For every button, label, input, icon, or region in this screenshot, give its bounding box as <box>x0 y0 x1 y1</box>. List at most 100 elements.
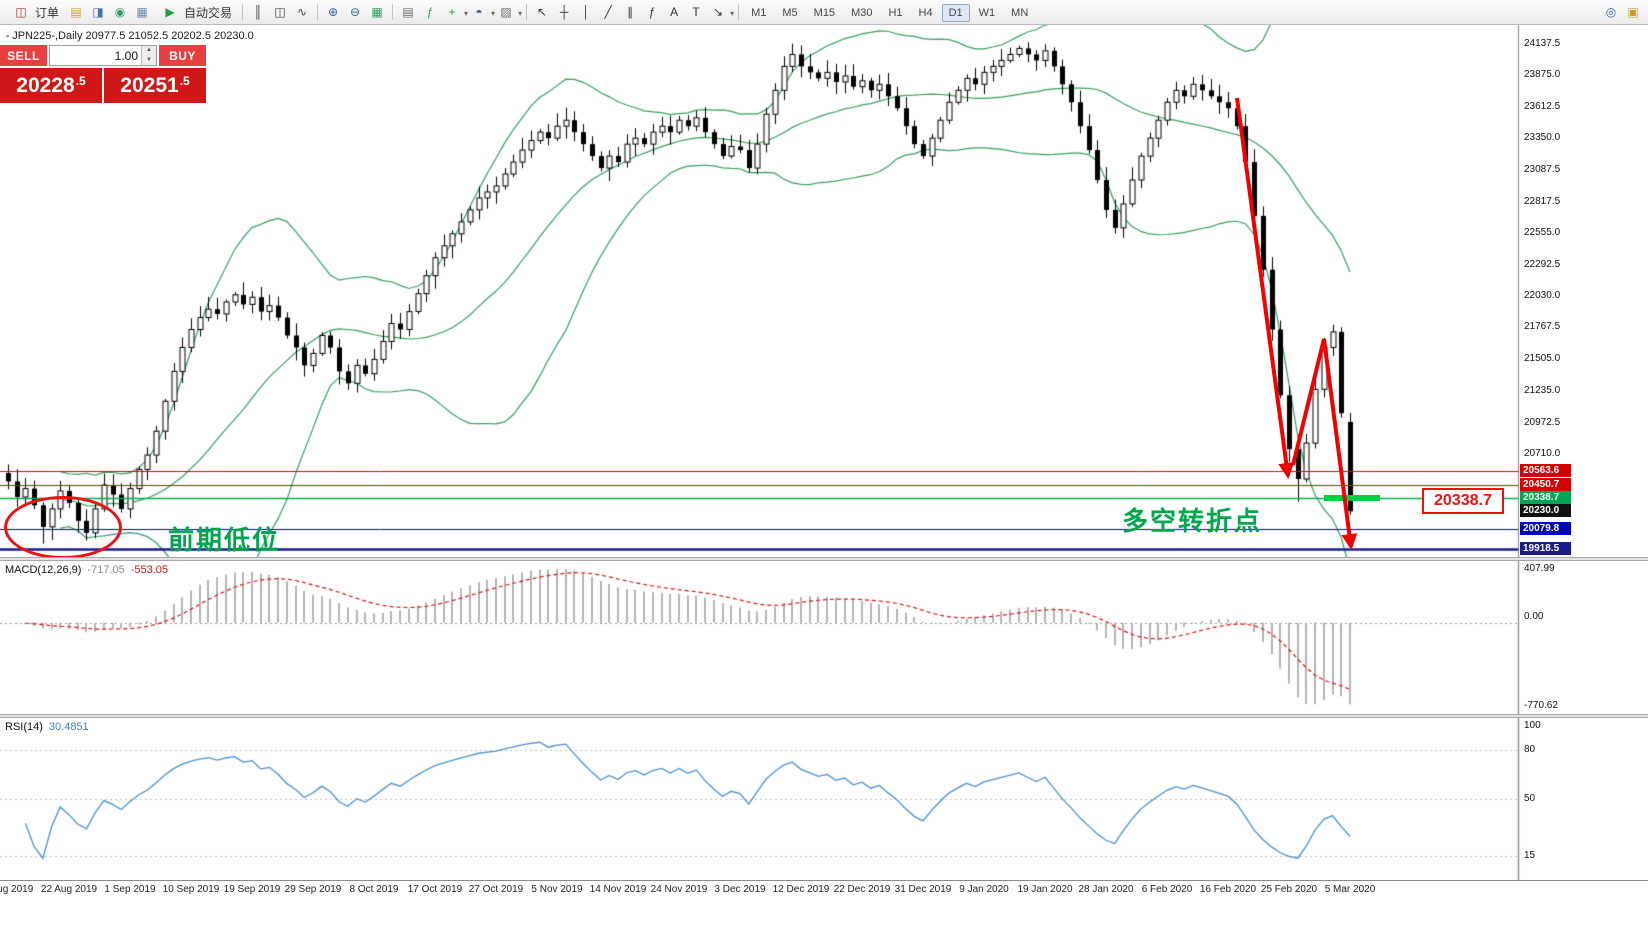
sell-price[interactable]: 20228.5 <box>0 68 102 103</box>
zoom-in-icon[interactable]: ⊕ <box>328 5 339 19</box>
rsi-canvas[interactable] <box>0 718 1648 880</box>
properties-icon[interactable]: ▣ <box>1627 5 1639 19</box>
macd-canvas[interactable] <box>0 561 1648 714</box>
price-axis-label: 22817.5 <box>1524 195 1561 207</box>
sell-button[interactable]: SELL <box>0 45 47 66</box>
arrows-icon-dropdown[interactable]: ▾ <box>730 9 735 18</box>
template-icon-dropdown[interactable]: ▾ <box>518 9 523 18</box>
period-icon[interactable]: ◓ <box>475 5 483 19</box>
chart-symbol-icon: ▪ <box>6 31 10 41</box>
volume-down-icon[interactable]: ▼ <box>142 55 156 65</box>
timeframe-h4[interactable]: H4 <box>918 7 933 19</box>
timeframe-w1[interactable]: W1 <box>978 7 996 19</box>
price-axis-label: 23350.0 <box>1524 132 1561 144</box>
indicators-icon[interactable]: ƒ <box>426 5 434 19</box>
timeframe-m15[interactable]: M15 <box>813 7 836 19</box>
navigator-icon[interactable]: ◉ <box>114 5 126 19</box>
arrows-icon[interactable]: ↘ <box>713 5 724 19</box>
timeframe-m30[interactable]: M30 <box>851 7 873 19</box>
time-axis-label: 3 Dec 2019 <box>714 884 766 895</box>
volume-up-icon[interactable]: ▲ <box>142 46 156 56</box>
macd-axis-label: -770.62 <box>1524 700 1558 711</box>
time-axis-label: 22 Dec 2019 <box>833 884 891 895</box>
toolbar-separator <box>526 4 528 20</box>
market-watch-icon[interactable]: ▤ <box>70 5 82 19</box>
turning-point-label[interactable]: 多空转折点 <box>1122 506 1263 536</box>
new-chart-icon[interactable]: + <box>448 5 456 19</box>
macd-signal-value: -553.05 <box>130 564 169 576</box>
time-axis[interactable]: 8 Aug 2019 22 Aug 2019 1 Sep 2019 10 Sep 20… <box>0 880 1648 899</box>
channel-icon[interactable]: ∥ <box>627 5 634 19</box>
macd-axis-label: 407.99 <box>1524 563 1555 574</box>
price-axis-label: 23875.0 <box>1524 69 1561 81</box>
rsi-axis-label: 50 <box>1524 793 1536 804</box>
timeframe-d1[interactable]: D1 <box>941 4 970 22</box>
new-order-label: 订单 <box>35 5 60 20</box>
cursor-icon[interactable]: ↖ <box>537 5 548 19</box>
toolbar: ◫ 订单 ▤ ◨ ◉ ▦ ▶ 自动交易 ║ ◫ ∿ ⊕ ⊖ ▦ ▤ ƒ + ▾ ◓ ▾ ▨ ▾ ↖ ┼ │ ╱ ∥ ƒ… <box>0 0 1648 25</box>
pane-splitter[interactable] <box>0 557 1648 561</box>
previous-low-label[interactable]: 前期低位 <box>168 525 281 555</box>
time-axis-label: 28 Jan 2020 <box>1078 884 1134 895</box>
pane-splitter[interactable] <box>0 714 1648 718</box>
macd-pane: MACD(12,26,9) -717.05 -553.05 407.99 0.00 -7… <box>0 561 1648 714</box>
new-order-button[interactable]: ◫ 订单 <box>4 1 65 23</box>
timeframe-h1[interactable]: H1 <box>888 7 903 19</box>
time-axis-label: 19 Sep 2019 <box>223 884 281 895</box>
timeframe-mn[interactable]: MN <box>1011 7 1029 19</box>
new-chart-icon-dropdown[interactable]: ▾ <box>464 9 469 18</box>
crosshair-icon[interactable]: ┼ <box>559 5 569 19</box>
volume-input[interactable]: 1.00 ▲ ▼ <box>49 45 157 66</box>
buy-price[interactable]: 20251.5 <box>104 68 206 103</box>
price-tag: 19918.5 <box>1520 541 1571 555</box>
vertical-line-icon[interactable]: │ <box>582 5 590 19</box>
time-axis-label: 8 Oct 2019 <box>349 884 399 895</box>
volume-value: 1.00 <box>114 48 138 63</box>
time-axis-label: 14 Nov 2019 <box>589 884 647 895</box>
price-tag: 20079.8 <box>1520 522 1571 536</box>
support-level-highlight[interactable] <box>1324 495 1380 501</box>
fibonacci-icon[interactable]: ƒ <box>648 5 656 19</box>
bottom-spacer <box>0 899 1648 947</box>
time-axis-label: 16 Feb 2020 <box>1199 884 1257 895</box>
time-axis-label: 19 Jan 2020 <box>1017 884 1073 895</box>
label-icon[interactable]: T <box>692 5 700 19</box>
time-axis-label: 22 Aug 2019 <box>40 884 98 895</box>
data-window-icon[interactable]: ◨ <box>92 5 104 19</box>
trendline-icon[interactable]: ╱ <box>604 5 612 19</box>
text-icon[interactable]: A <box>670 5 679 19</box>
timeframe-m1[interactable]: M1 <box>751 7 767 19</box>
timeframe-buttons: M1 M5 M15 M30 H1 H4 D1 W1 MN <box>743 4 1036 22</box>
price-axis-label: 23612.5 <box>1524 100 1561 112</box>
price-axis-label: 22030.0 <box>1524 290 1561 302</box>
new-order-icon: ◫ <box>15 5 27 19</box>
toolbar-separator <box>738 4 740 20</box>
timeframe-m5[interactable]: M5 <box>782 7 798 19</box>
volume-stepper[interactable]: ▲ ▼ <box>141 46 156 65</box>
autotrading-button[interactable]: ▶ 自动交易 <box>153 1 238 23</box>
template-icon[interactable]: ▨ <box>500 5 512 19</box>
indicators-list-icon[interactable]: ▤ <box>402 5 414 19</box>
search-icon[interactable]: ◎ <box>1605 5 1617 19</box>
toolbar-separator <box>317 4 319 20</box>
price-axis-label: 23087.5 <box>1524 163 1561 175</box>
price-tag: 20230.0 <box>1520 504 1571 518</box>
one-click-trading-panel: SELL 1.00 ▲ ▼ BUY 20228.5 20251.5 <box>0 45 206 103</box>
period-icon-dropdown[interactable]: ▾ <box>491 9 496 18</box>
rsi-pane: RSI(14) 30.4851 100 80 50 15 <box>0 718 1648 880</box>
buy-button[interactable]: BUY <box>159 45 206 66</box>
price-axis-label: 21767.5 <box>1524 321 1561 333</box>
time-axis-label: 6 Feb 2020 <box>1141 884 1193 895</box>
toolbar-separator <box>242 4 244 20</box>
tile-windows-icon[interactable]: ▦ <box>371 5 383 19</box>
rsi-axis-label: 100 <box>1524 720 1541 731</box>
price-callout[interactable]: 20338.7 <box>1422 488 1504 514</box>
zoom-out-icon[interactable]: ⊖ <box>350 5 361 19</box>
bar-chart-icon[interactable]: ║ <box>253 5 263 19</box>
price-chart-canvas[interactable] <box>0 25 1648 557</box>
candlestick-icon[interactable]: ◫ <box>274 5 286 19</box>
previous-low-circle-annotation[interactable] <box>4 496 122 557</box>
line-chart-icon[interactable]: ∿ <box>297 5 308 19</box>
terminal-icon[interactable]: ▦ <box>136 5 148 19</box>
price-axis-label: 24137.5 <box>1524 37 1561 49</box>
